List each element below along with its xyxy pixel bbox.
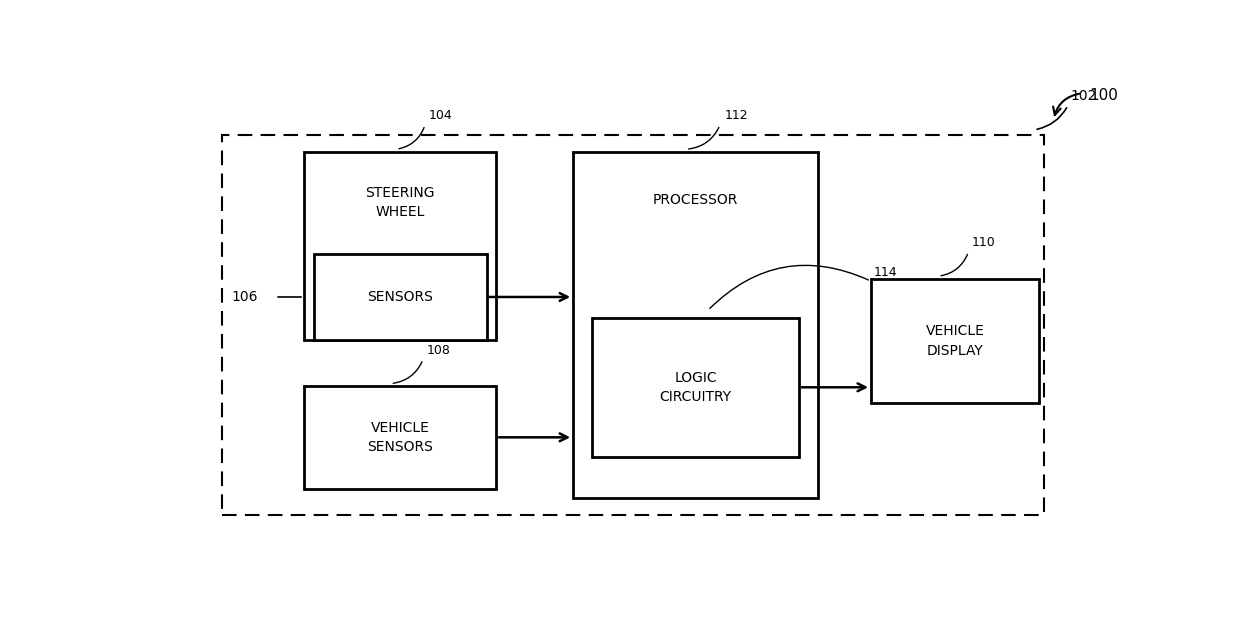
Text: SENSORS: SENSORS	[367, 290, 433, 304]
Bar	[573, 152, 818, 498]
Text: 108: 108	[427, 344, 451, 357]
Text: STEERING
WHEEL: STEERING WHEEL	[366, 186, 435, 219]
Text: 104: 104	[429, 110, 453, 122]
Bar	[304, 152, 496, 340]
Text: 112: 112	[725, 110, 749, 122]
Text: 114: 114	[874, 266, 898, 279]
Bar	[304, 386, 496, 489]
Bar	[870, 279, 1039, 403]
Bar	[593, 318, 799, 457]
Text: VEHICLE
SENSORS: VEHICLE SENSORS	[367, 420, 433, 454]
Text: PROCESSOR: PROCESSOR	[653, 193, 738, 207]
Text: LOGIC
CIRCUITRY: LOGIC CIRCUITRY	[660, 370, 732, 404]
Text: 102: 102	[1071, 89, 1097, 103]
Bar	[314, 254, 486, 340]
Bar	[222, 134, 1044, 515]
Text: 100: 100	[1089, 88, 1118, 103]
Text: 110: 110	[972, 236, 996, 249]
Text: 106: 106	[232, 290, 258, 304]
Text: VEHICLE
DISPLAY: VEHICLE DISPLAY	[925, 324, 985, 358]
